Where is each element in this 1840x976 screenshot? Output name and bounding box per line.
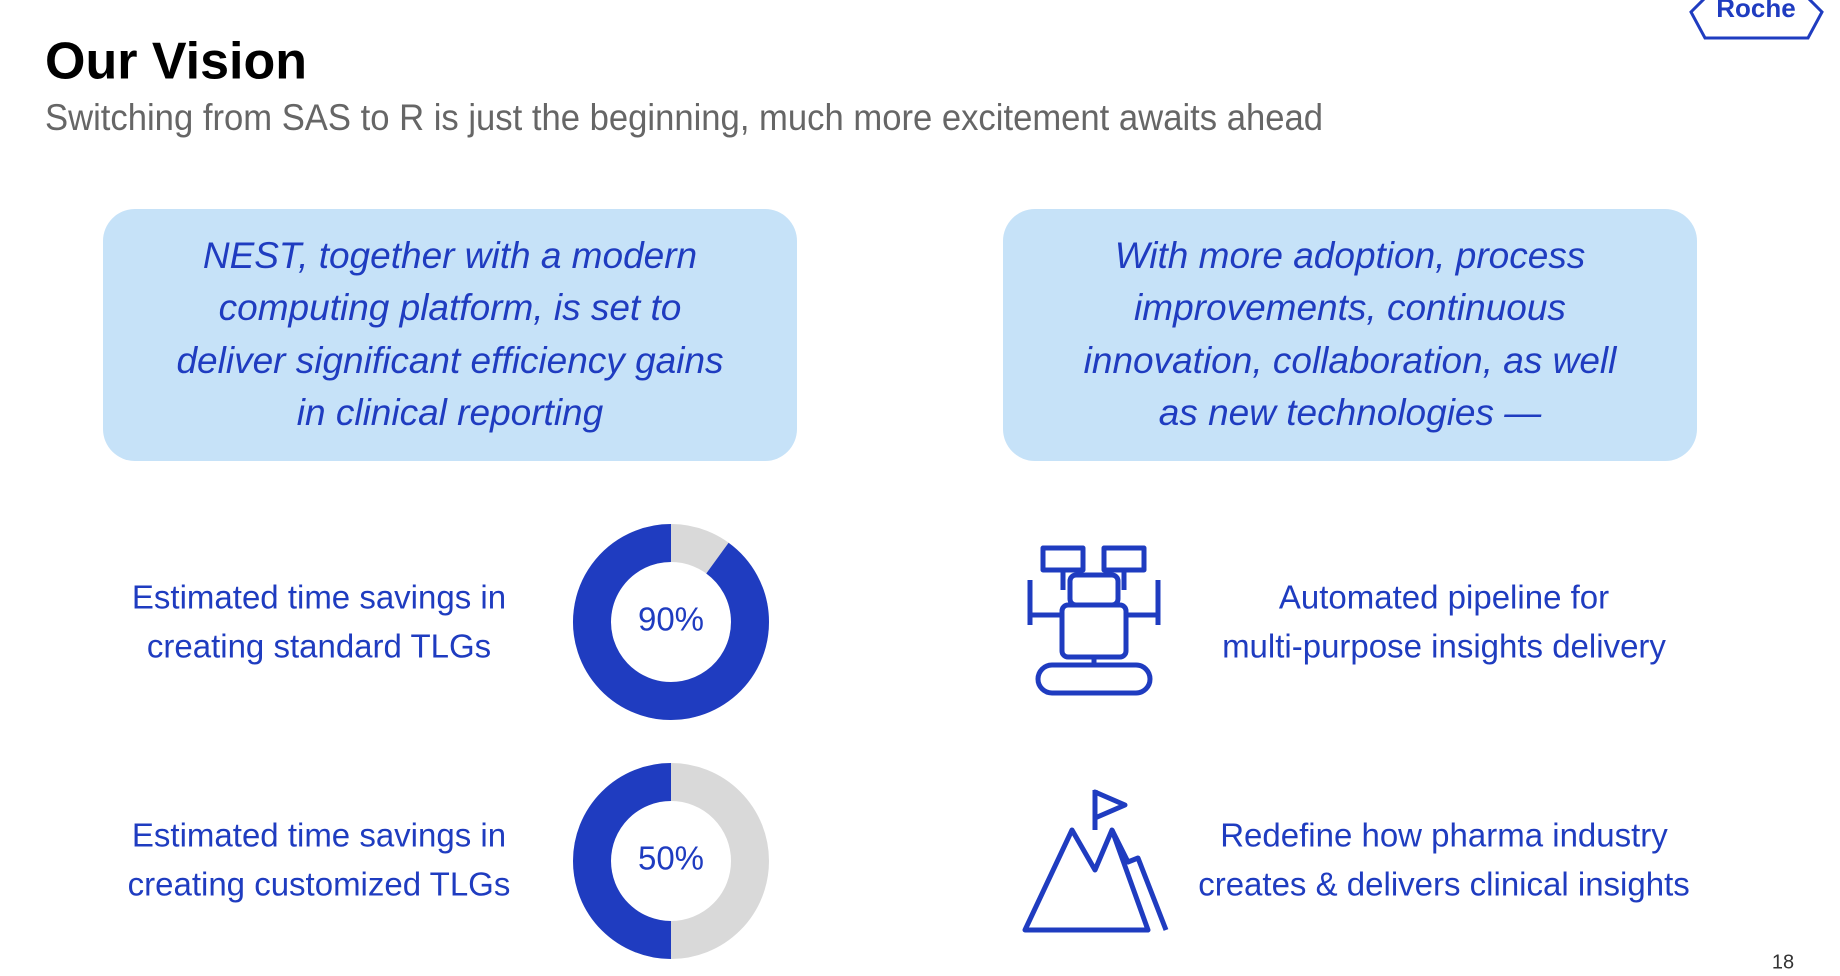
outcome-label: Redefine how pharma industry bbox=[1220, 817, 1668, 854]
page-number: 18 bbox=[1772, 951, 1794, 973]
statement-line: computing platform, is set to bbox=[219, 287, 682, 328]
logo-text: Roche bbox=[1716, 0, 1795, 23]
mountain-icon bbox=[1022, 789, 1169, 933]
donut-value: 50% bbox=[638, 840, 704, 877]
outcome-label: multi-purpose insights delivery bbox=[1222, 628, 1666, 665]
donut-value: 90% bbox=[638, 601, 704, 638]
statement-line: NEST, together with a modern bbox=[203, 235, 697, 276]
statement-line: in clinical reporting bbox=[297, 392, 604, 433]
donut-arc bbox=[573, 763, 672, 959]
robot-icon bbox=[1027, 545, 1161, 696]
metric-label: Estimated time savings in bbox=[132, 579, 506, 616]
statement-box bbox=[103, 209, 797, 461]
outcome-label: Automated pipeline for bbox=[1279, 579, 1609, 616]
metric-label: Estimated time savings in bbox=[132, 817, 506, 854]
metric-label: creating customized TLGs bbox=[128, 866, 511, 903]
outcome-label: creates & delivers clinical insights bbox=[1198, 866, 1690, 903]
statement-line: With more adoption, process bbox=[1115, 235, 1586, 276]
statement-line: innovation, collaboration, as well bbox=[1084, 340, 1618, 381]
statement-line: deliver significant efficiency gains bbox=[176, 340, 723, 381]
donut-arc bbox=[573, 524, 769, 720]
statement-line: as new technologies — bbox=[1159, 392, 1543, 433]
subtitle: Switching from SAS to R is just the begi… bbox=[45, 97, 1323, 138]
statement-box bbox=[1003, 209, 1697, 461]
logo: Roche bbox=[1689, 0, 1824, 40]
title: Our Vision bbox=[45, 33, 307, 91]
metric-label: creating standard TLGs bbox=[147, 628, 491, 665]
statement-line: improvements, continuous bbox=[1134, 287, 1566, 328]
